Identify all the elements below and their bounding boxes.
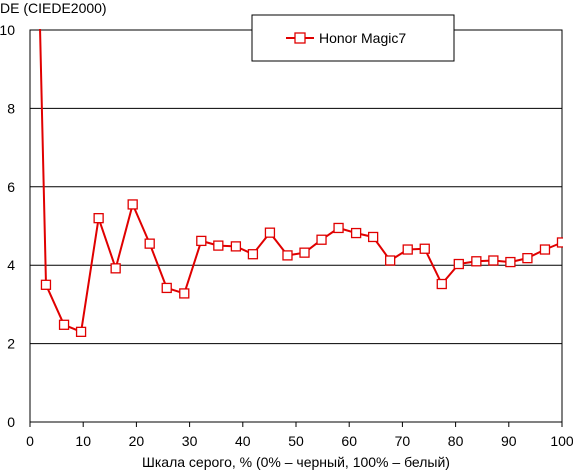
data-point <box>247 249 259 260</box>
x-tick-label: 100 <box>550 433 573 449</box>
data-point <box>367 231 379 243</box>
data-point <box>230 241 242 252</box>
y-axis-ticks: 0 2 4 6 8 10 <box>0 22 15 430</box>
data-point <box>75 326 87 337</box>
data-point <box>333 222 344 234</box>
data-point <box>316 234 327 245</box>
data-point <box>471 256 482 267</box>
data-point <box>488 255 499 266</box>
y-tick-label: 6 <box>7 179 15 195</box>
legend-box <box>251 14 455 62</box>
legend-label: Honor Magic7 <box>319 30 406 46</box>
data-point <box>58 319 70 330</box>
data-point <box>436 278 447 290</box>
legend: Honor Magic7 <box>251 14 455 62</box>
data-point <box>93 213 104 224</box>
data-point <box>385 255 396 266</box>
y-tick-label: 0 <box>7 414 15 430</box>
x-tick-label: 30 <box>182 433 198 449</box>
plot-frame <box>29 29 563 423</box>
data-point <box>144 238 155 249</box>
y-axis-title: DE (CIEDE2000) <box>0 0 107 16</box>
data-point <box>282 250 293 261</box>
y-tick-label: 8 <box>7 100 15 116</box>
data-point <box>40 279 52 290</box>
data-point <box>556 237 563 248</box>
data-point <box>539 244 551 255</box>
data-point <box>350 227 362 239</box>
x-axis-title: Шкала серого, % (0% – черный, 100% – бел… <box>142 454 450 470</box>
series-layer <box>39 29 563 337</box>
y-tick-label: 4 <box>7 257 15 273</box>
legend-marker <box>294 32 306 44</box>
x-tick-label: 60 <box>341 433 357 449</box>
data-point <box>196 235 207 247</box>
data-point <box>264 227 276 238</box>
x-tick-label: 20 <box>129 433 145 449</box>
x-tick-label: 70 <box>395 433 411 449</box>
x-tick-label: 10 <box>75 433 91 449</box>
data-point <box>127 199 138 210</box>
x-tick-label: 50 <box>288 433 304 449</box>
data-point <box>402 244 413 255</box>
data-point <box>179 288 190 299</box>
x-tick-label: 90 <box>501 433 517 449</box>
data-point <box>453 258 464 270</box>
y-tick-label: 10 <box>0 22 15 38</box>
data-point <box>213 240 224 251</box>
data-point <box>161 282 172 294</box>
x-tick-label: 40 <box>235 433 251 449</box>
data-point <box>110 263 121 274</box>
y-tick-label: 2 <box>7 336 15 352</box>
gridlines <box>30 107 562 345</box>
x-axis-ticks: 0 10 20 30 40 50 60 70 80 90 100 <box>26 422 573 449</box>
data-point <box>419 243 430 254</box>
data-point <box>299 247 310 258</box>
x-tick-label: 80 <box>448 433 464 449</box>
data-point <box>522 252 533 264</box>
data-point <box>505 256 516 268</box>
x-tick-label: 0 <box>26 433 34 449</box>
